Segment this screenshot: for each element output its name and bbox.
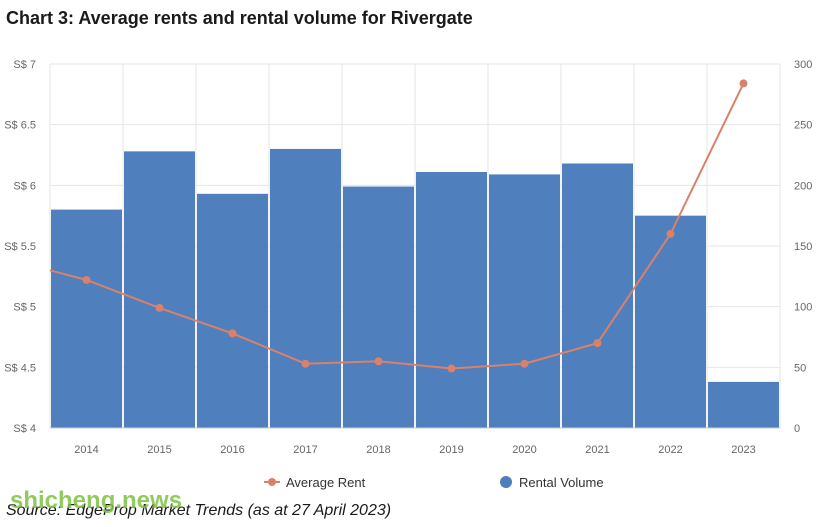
axes: 2014 2015 2016 2017 2018 2019 2020 2021 2022 2023… — [4, 59, 812, 456]
y-left-tick-label: S$ 6.5 — [4, 120, 36, 132]
x-tick-label: 2018 — [366, 444, 390, 456]
bar-2015 — [124, 151, 195, 429]
y-left-tick-label: S$ 4 — [13, 423, 36, 435]
rent-point-2020 — [520, 359, 529, 368]
bar-2019 — [416, 171, 487, 428]
bar-2020 — [489, 174, 560, 428]
y-right-tick-label: 50 — [794, 362, 806, 374]
rent-point-2014 — [82, 275, 91, 284]
y-left-tick-label: S$ 7 — [13, 59, 36, 71]
y-left-tick-label: S$ 5 — [13, 302, 36, 314]
rental-volume-bars — [51, 148, 779, 429]
legend-item-average-rent: Average Rent — [264, 475, 366, 490]
y-left-tick-label: S$ 4.5 — [4, 362, 36, 374]
rent-point-2019 — [447, 364, 456, 373]
y-right-tick-label: 150 — [794, 241, 812, 253]
x-tick-label: 2017 — [293, 444, 317, 456]
rent-point-2015 — [155, 303, 164, 312]
y-left-tick-label: S$ 6 — [13, 180, 36, 192]
rent-point-2023 — [739, 79, 748, 88]
legend: Average Rent Rental Volume — [264, 475, 604, 490]
bar-2018 — [343, 186, 414, 428]
y-right-tick-label: 200 — [794, 180, 812, 192]
bar-2016 — [197, 193, 268, 428]
y-right-tick-label: 100 — [794, 302, 812, 314]
rent-point-2018 — [374, 357, 383, 366]
chart-title: Chart 3: Average rents and rental volume… — [6, 8, 473, 28]
bar-2022 — [635, 215, 706, 428]
source-note: Source: EdgeProp Market Trends (as at 27… — [6, 502, 392, 519]
average-rent-line — [49, 79, 748, 373]
bar-2023 — [708, 381, 779, 428]
watermark-logo: shicheng.news — [10, 487, 183, 514]
legend-label-rental-volume: Rental Volume — [519, 475, 604, 490]
legend-item-rental-volume: Rental Volume — [500, 475, 604, 490]
bar-2021 — [562, 163, 633, 428]
rent-point-2022 — [666, 229, 675, 238]
bar-2017 — [270, 148, 341, 428]
rent-point-2016 — [228, 329, 237, 338]
x-tick-label: 2020 — [512, 444, 536, 456]
y-right-tick-label: 250 — [794, 120, 812, 132]
y-left-tick-label: S$ 5.5 — [4, 241, 36, 253]
y-right-tick-label: 0 — [794, 423, 800, 435]
x-tick-label: 2022 — [658, 444, 682, 456]
x-tick-label: 2021 — [585, 444, 609, 456]
rent-point-2017 — [301, 359, 310, 368]
legend-label-average-rent: Average Rent — [286, 475, 366, 490]
x-tick-label: 2016 — [220, 444, 244, 456]
bar-2014 — [51, 209, 122, 428]
rent-point-2021 — [593, 339, 602, 348]
legend-circle-swatch — [500, 476, 512, 488]
x-tick-label: 2015 — [147, 444, 171, 456]
legend-dot-swatch — [268, 478, 276, 486]
x-tick-label: 2014 — [74, 444, 98, 456]
y-right-tick-label: 300 — [794, 59, 812, 71]
x-tick-label: 2023 — [731, 444, 755, 456]
x-tick-label: 2019 — [439, 444, 463, 456]
